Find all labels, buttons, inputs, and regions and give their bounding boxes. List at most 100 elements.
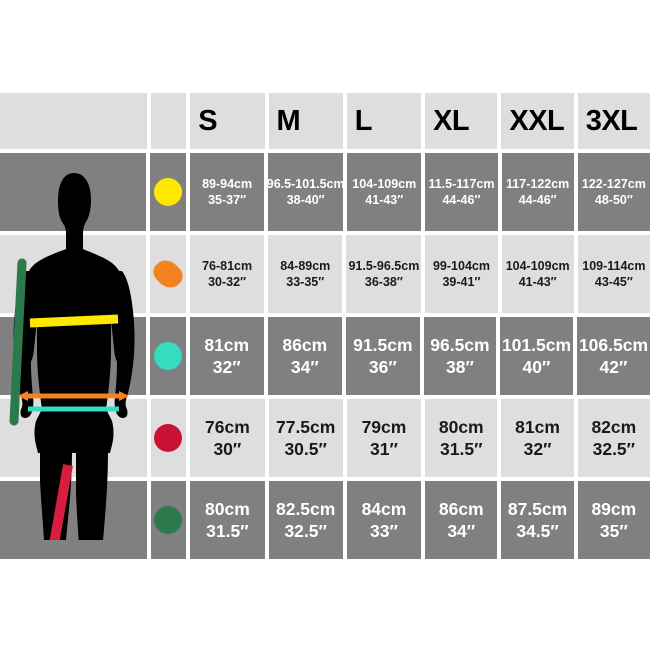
size-label-xl: XL [433, 104, 470, 137]
measurement-cell: 86cm 34″ [425, 481, 498, 559]
figure-background-cell [0, 481, 147, 559]
measurement-inch: 44-46″ [518, 193, 557, 207]
measurement-text: 109-114cm 43-45″ [579, 258, 648, 290]
measurement-inch: 38″ [446, 357, 474, 377]
measurement-text: 117-122cm 44-46″ [503, 176, 572, 208]
waist-marker [149, 255, 188, 293]
marker-cell [149, 235, 188, 313]
measurement-inch: 32″ [523, 439, 552, 459]
measurement-inch: 41-43″ [518, 275, 557, 289]
measurement-cell: 84-89cm 33-35″ [268, 235, 343, 313]
measurement-cell: 82cm 32.5″ [577, 399, 650, 477]
measurement-inch: 48-50″ [594, 193, 633, 207]
measurement-cm: 117-122cm [506, 177, 570, 191]
measurement-inch: 32.5″ [284, 521, 327, 541]
measurement-cell: 84cm 33″ [346, 481, 422, 559]
measurement-cell: 81cm 32″ [501, 399, 574, 477]
header-cell-xxl: XXL [501, 93, 574, 149]
marker-cell [150, 399, 187, 477]
measurement-text: 104-109cm 41-43″ [503, 258, 573, 290]
header-cell-l: L [346, 93, 422, 149]
measurement-cm: 76cm [205, 416, 250, 437]
header-cell-marker [150, 93, 187, 149]
measurement-inch: 38-40″ [286, 193, 325, 207]
measurement-text: 82cm 32.5″ [588, 416, 639, 461]
measurement-cell: 86cm 34″ [267, 317, 342, 395]
inseam-marker [154, 424, 183, 452]
measurement-text: 106.5cm 42″ [576, 334, 650, 379]
measurement-text: 91.5cm 36″ [350, 334, 415, 379]
measurement-cm: 104-109cm [352, 177, 417, 191]
measurement-cm: 91.5cm [353, 334, 413, 355]
size-label-l: L [354, 104, 373, 137]
measurement-text: 84cm 33″ [359, 498, 410, 543]
measurement-cm: 80cm [438, 416, 484, 437]
measurement-inch: 34″ [290, 357, 319, 377]
measurement-text: 99-104cm 39-41″ [430, 258, 493, 290]
figure-background-cell [0, 399, 147, 477]
measurement-cell: 104-109cm 41-43″ [347, 153, 422, 231]
measurement-cell: 117-122cm 44-46″ [501, 153, 574, 231]
size-label-3xl: 3XL [585, 104, 638, 137]
measurement-text: 86cm 34″ [436, 498, 487, 543]
measurement-inch: 39-41″ [442, 275, 481, 289]
measurement-inch: 30.5″ [284, 439, 327, 459]
measurement-cell: 122-127cm 48-50″ [577, 153, 650, 231]
measurement-inch: 42″ [599, 357, 628, 377]
chest-marker [154, 178, 183, 206]
header-cell-3xl: 3XL [577, 93, 650, 149]
measurement-inch: 34.5″ [516, 521, 559, 541]
figure-background-cell [0, 317, 147, 395]
measurement-text: 96.5-101.5cm 38-40″ [264, 176, 348, 208]
figure-background-cell [0, 153, 147, 231]
measurement-cm: 89-94cm [202, 177, 253, 191]
measurement-text: 80cm 31.5″ [436, 416, 487, 461]
measurement-text: 91.5-96.5cm 36-38″ [345, 258, 422, 290]
measurement-cm: 96.5-101.5cm [266, 177, 345, 191]
measurement-cell: 106.5cm 42″ [576, 317, 650, 395]
measurement-cm: 80cm [205, 498, 250, 519]
measurement-cell: 81cm 32″ [189, 317, 264, 395]
measurement-cm: 84cm [361, 498, 407, 519]
measurement-cm: 104-109cm [505, 259, 570, 273]
measurement-cell: 109-114cm 43-45″ [577, 235, 650, 313]
measurement-inch: 32.5″ [592, 439, 636, 459]
measurement-inch: 41-43″ [365, 193, 404, 207]
measurement-cm: 106.5cm [578, 334, 649, 355]
measurement-inch: 32″ [212, 357, 241, 377]
measurement-cell: 79cm 31″ [346, 399, 422, 477]
measurement-cell: 89cm 35″ [577, 481, 650, 559]
measurement-cm: 122-127cm [581, 177, 646, 191]
measurement-cell: 99-104cm 39-41″ [425, 235, 498, 313]
measurement-text: 81cm 32″ [512, 416, 563, 461]
marker-cell [150, 481, 187, 559]
measurement-cm: 89cm [591, 498, 637, 519]
measurement-inch: 31″ [370, 439, 398, 459]
table-row-inseam: 76cm 30″ 77.5cm 30.5″ 79cm 31″ 80cm 31.5″ 81cm 32… [0, 399, 650, 477]
measurement-cell: 80cm 31.5″ [425, 399, 498, 477]
measurement-text: 80cm 31.5″ [202, 498, 253, 543]
measurement-cm: 91.5-96.5cm [348, 259, 420, 273]
measurement-cell: 101.5cm 40″ [499, 317, 574, 395]
header-cell-m: M [268, 93, 343, 149]
measurement-cm: 99-104cm [432, 259, 490, 273]
measurement-cm: 87.5cm [507, 498, 568, 519]
measurement-text: 101.5cm 40″ [499, 334, 574, 379]
measurement-cell: 82.5cm 32.5″ [268, 481, 343, 559]
measurement-cm: 86cm [282, 334, 328, 355]
measurement-inch: 36-38″ [364, 275, 403, 289]
measurement-inch: 30-32″ [208, 275, 247, 289]
measurement-cm: 86cm [438, 498, 484, 519]
measurement-cm: 81cm [204, 334, 250, 355]
measurement-cell: 11.5-117cm 44-46″ [425, 153, 498, 231]
measurement-cm: 76-81cm [202, 259, 253, 273]
measurement-cm: 77.5cm [275, 416, 336, 437]
table-header-row: S M L XL XXL 3XL [0, 93, 650, 149]
table-row-sleeve: 80cm 31.5″ 82.5cm 32.5″ 84cm 33″ 86cm 34″ 87.5cm… [0, 481, 650, 559]
table-row-hip: 81cm 32″ 86cm 34″ 91.5cm 36″ 96.5cm 38″ 101.5cm 4… [0, 317, 650, 395]
measurement-cell: 96.5-101.5cm 38-40″ [267, 153, 345, 231]
measurement-cm: 82.5cm [275, 498, 336, 519]
measurement-text: 84-89cm 33-35″ [277, 258, 333, 290]
header-cell-figure [0, 93, 147, 149]
measurement-text: 89cm 35″ [588, 498, 639, 543]
